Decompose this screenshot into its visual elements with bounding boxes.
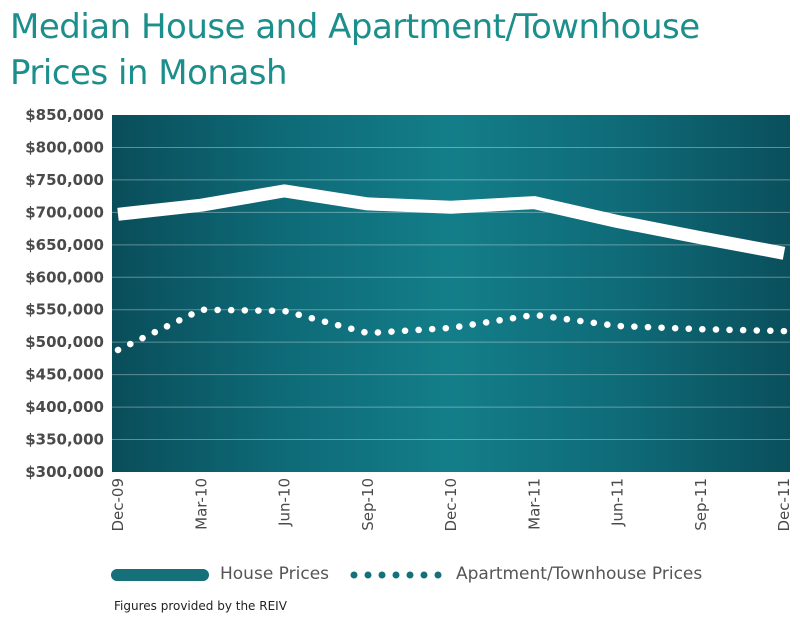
- y-tick-label: $650,000: [25, 236, 104, 254]
- apartment-price-point: [698, 326, 704, 332]
- y-tick-label: $850,000: [25, 106, 104, 124]
- house-price-point: [198, 202, 204, 208]
- x-tick-label: Dec-09: [109, 478, 127, 532]
- house-price-point: [698, 235, 704, 241]
- chart-title: Median House and Apartment/Townhouse Pri…: [10, 7, 700, 93]
- x-tick-label: Dec-10: [442, 478, 460, 532]
- apartment-price-point: [615, 323, 621, 329]
- apartment-price-point: [448, 325, 454, 331]
- y-tick-label: $300,000: [25, 463, 104, 481]
- y-tick-label: $450,000: [25, 366, 104, 384]
- y-tick-label: $700,000: [25, 203, 104, 221]
- y-tick-label: $800,000: [25, 138, 104, 156]
- house-price-point: [531, 200, 537, 206]
- house-price-point: [448, 204, 454, 210]
- legend: House Prices Apartment/Townhouse Prices: [110, 563, 790, 587]
- y-tick-label: $350,000: [25, 431, 104, 449]
- legend-swatch-house: [111, 569, 209, 581]
- apartment-price-point: [531, 312, 537, 318]
- chart-svg: $850,000 $800,000 $750,000 $700,000 $650,000…: [25, 106, 793, 532]
- legend-swatch-apartment: [350, 571, 442, 579]
- apartment-price-point: [198, 307, 204, 313]
- y-tick-label: $750,000: [25, 171, 104, 189]
- x-tick-label: Mar-10: [192, 478, 210, 530]
- house-price-point: [115, 211, 121, 217]
- house-price-point: [615, 218, 621, 224]
- legend-label-house: House Prices: [220, 564, 330, 584]
- apartment-price-point: [781, 328, 787, 334]
- legend-label-apartment: Apartment/Townhouse Prices: [456, 564, 703, 584]
- apartment-price-point: [365, 330, 371, 336]
- y-tick-label: $400,000: [25, 398, 104, 416]
- x-tick-label: Jun-10: [276, 478, 294, 527]
- house-price-point: [365, 201, 371, 207]
- house-price-line: [117, 184, 786, 260]
- y-tick-label: $550,000: [25, 301, 104, 319]
- x-tick-label: Sep-10: [359, 478, 377, 531]
- footnote: Figures provided by the REIV: [114, 599, 287, 613]
- x-tick-label: Mar-11: [525, 478, 543, 530]
- x-tick-label: Jun-11: [609, 478, 627, 527]
- apartment-price-line: [114, 306, 788, 354]
- x-tick-label: Dec-11: [775, 478, 793, 532]
- house-price-point: [282, 188, 288, 194]
- apartment-price-point: [115, 347, 121, 353]
- apartment-price-point: [282, 308, 288, 314]
- y-tick-label: $600,000: [25, 268, 104, 286]
- house-price-point: [781, 250, 787, 256]
- plot-background: [112, 115, 790, 472]
- y-tick-label: $500,000: [25, 333, 104, 351]
- x-tick-label: Sep-11: [692, 478, 710, 531]
